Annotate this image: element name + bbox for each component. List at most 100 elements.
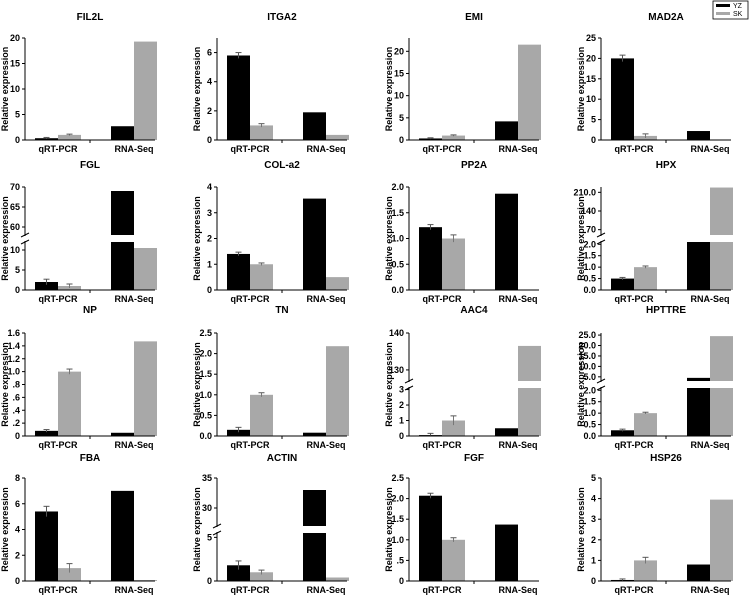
y-axis-label: Relative expression: [384, 47, 394, 132]
chart-title: COL-a2: [264, 160, 300, 171]
bar-yz-qrt-pcr: [611, 278, 634, 290]
y-tick-label: 130: [389, 365, 404, 375]
bar-sk-qrt-pcr: [442, 135, 465, 140]
y-tick-label: 0.5: [583, 274, 596, 284]
y-axis-label: Relative expression: [384, 342, 394, 427]
y-tick-label: 3: [207, 208, 212, 218]
bar-yz-rna-seq: [687, 131, 710, 140]
bar-sk-qrt-pcr: [442, 539, 465, 581]
x-tick-label: qRT-PCR: [231, 144, 270, 154]
chart-panel-hpx: HPX Relative expression qRT-PCR RNA-Seq 0.00…: [573, 160, 734, 304]
y-tick-label: 6: [207, 48, 212, 58]
y-tick-label: 5.0: [583, 372, 596, 382]
y-tick-label: 0: [15, 431, 20, 441]
chart-title: ACTIN: [267, 453, 298, 464]
x-tick-label: qRT-PCR: [615, 294, 654, 304]
chart-title: HSP26: [650, 453, 682, 464]
y-tick-label: 0: [15, 576, 20, 586]
y-tick-label: 2.5: [391, 473, 404, 483]
chart-title: AAC4: [460, 305, 488, 316]
chart-title: FBA: [80, 453, 101, 464]
y-tick-label: 1.0: [583, 262, 596, 272]
bar-sk-rna-seq: [710, 499, 733, 581]
x-tick-label: qRT-PCR: [231, 585, 270, 595]
chart-panel-fgl: FGL Relative expression qRT-PCR RNA-Seq 0 5 10…: [0, 160, 157, 304]
y-tick-label: 1.5: [199, 369, 212, 379]
x-tick-label: qRT-PCR: [39, 294, 78, 304]
y-tick-label: 4: [15, 525, 20, 535]
bar-sk-rna-seq: [518, 345, 541, 436]
y-tick-label: .4: [12, 405, 20, 415]
y-tick-label: 2.0: [391, 494, 404, 504]
x-tick-label: RNA-Seq: [690, 294, 729, 304]
x-tick-label: RNA-Seq: [306, 294, 345, 304]
y-tick-label: 15: [10, 59, 20, 69]
x-tick-label: RNA-Seq: [690, 585, 729, 595]
chart-panel-mad2a: MAD2A Relative expression qRT-PCR RNA-Seq 0 5…: [576, 12, 731, 154]
y-tick-label: 2.0: [199, 349, 212, 359]
y-axis-label: Relative expression: [576, 47, 586, 132]
y-tick-label: .5: [396, 555, 404, 565]
x-tick-label: qRT-PCR: [423, 144, 462, 154]
bar-yz-rna-seq: [303, 112, 326, 140]
y-tick-label: 10: [10, 245, 20, 255]
axis-break-mark: [212, 523, 222, 529]
chart-panel-aac4: AAC4 Relative expression qRT-PCR RNA-Seq 0 1 2…: [384, 305, 542, 450]
bar-break-gap: [517, 381, 542, 388]
y-tick-label: 0: [399, 135, 404, 145]
legend-label-sk: SK: [733, 11, 743, 18]
y-tick-label: 140: [581, 206, 596, 216]
y-axis-label: Relative expression: [0, 487, 10, 572]
bar-sk-qrt-pcr: [250, 572, 273, 581]
chart-title: HPTTRE: [646, 305, 686, 316]
y-tick-label: 0.5: [583, 420, 596, 430]
bar-yz-qrt-pcr: [611, 430, 634, 436]
bar-sk-rna-seq: [134, 248, 157, 290]
chart-title: MAD2A: [648, 12, 684, 23]
y-tick-label: 5: [591, 115, 596, 125]
bar-sk-qrt-pcr: [634, 413, 657, 436]
y-tick-label: 8: [15, 473, 20, 483]
bar-yz-rna-seq: [495, 524, 518, 581]
bar-break-gap: [686, 235, 711, 242]
bar-yz-qrt-pcr: [611, 58, 634, 140]
y-tick-label: 1.5: [391, 208, 404, 218]
bar-sk-rna-seq: [326, 277, 349, 290]
y-tick-label: 0.5: [391, 259, 404, 269]
y-axis-label: Relative expression: [0, 47, 10, 132]
y-tick-label: 15: [586, 74, 596, 84]
x-tick-label: RNA-Seq: [690, 144, 729, 154]
y-tick-label: 0.5: [199, 410, 212, 420]
y-tick-label: 2.0: [583, 385, 596, 395]
bar-yz-qrt-pcr: [35, 430, 58, 436]
chart-title: HPX: [656, 160, 677, 171]
bar-break-gap: [110, 235, 135, 242]
y-tick-label: 1: [399, 416, 404, 426]
bar-yz-rna-seq: [687, 564, 710, 581]
y-tick-label: 10: [586, 94, 596, 104]
bar-break-gap: [709, 381, 734, 388]
y-tick-label: 210.0: [573, 187, 596, 197]
bar-sk-rna-seq: [518, 44, 541, 140]
y-tick-label: 20: [10, 33, 20, 43]
y-tick-label: 15: [394, 68, 404, 78]
chart-panel-hsp26: HSP26 Relative expression qRT-PCR RNA-Seq 0 1…: [576, 453, 733, 595]
y-tick-label: .6: [12, 392, 20, 402]
x-tick-label: qRT-PCR: [615, 440, 654, 450]
chart-title: TN: [275, 305, 288, 316]
x-tick-label: RNA-Seq: [498, 440, 537, 450]
y-axis-label: Relative expression: [576, 342, 586, 427]
legend-swatch-yz: [716, 4, 730, 7]
y-tick-label: 15.0: [578, 351, 596, 361]
y-tick-label: 70: [586, 225, 596, 235]
y-tick-label: 0.0: [391, 285, 404, 295]
y-tick-label: 1.5: [583, 397, 596, 407]
bar-yz-rna-seq: [495, 121, 518, 140]
y-tick-label: 0: [207, 135, 212, 145]
bar-yz-qrt-pcr: [419, 227, 442, 290]
x-tick-label: qRT-PCR: [39, 585, 78, 595]
bar-yz-rna-seq: [111, 432, 134, 436]
bar-sk-rna-seq: [326, 346, 349, 436]
bar-sk-qrt-pcr: [58, 134, 81, 140]
